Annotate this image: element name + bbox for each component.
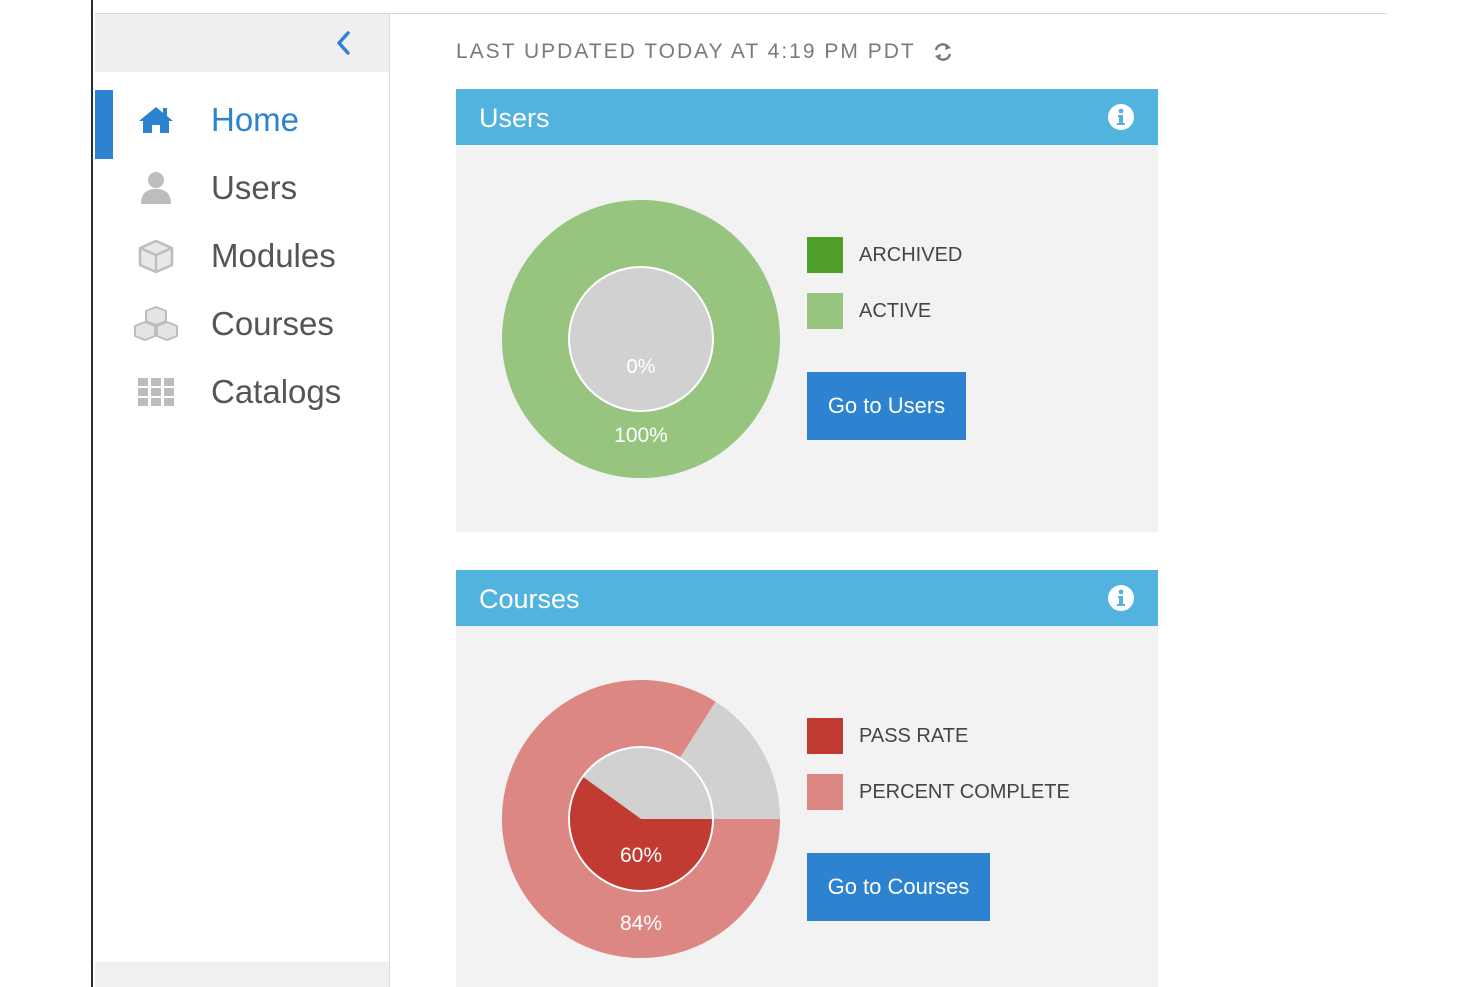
last-updated-text: LAST UPDATED TODAY AT 4:19 PM PDT <box>456 40 916 63</box>
legend-item-pass-rate: PASS RATE <box>807 718 968 754</box>
legend-item-percent-complete: PERCENT COMPLETE <box>807 774 1070 810</box>
go-to-courses-button[interactable]: Go to Courses <box>807 853 990 921</box>
legend-swatch <box>807 237 843 273</box>
sidebar-item-label: Users <box>211 169 298 206</box>
last-updated: LAST UPDATED TODAY AT 4:19 PM PDT <box>456 40 954 64</box>
info-icon[interactable] <box>1107 584 1135 612</box>
sidebar-item-modules[interactable]: Modules <box>95 226 389 286</box>
sidebar-item-label: Modules <box>211 237 336 274</box>
top-divider <box>95 13 1387 14</box>
user-icon <box>131 170 181 206</box>
legend-item-active: ACTIVE <box>807 293 931 329</box>
inner-ring-remainder <box>570 268 712 410</box>
home-icon <box>131 102 181 138</box>
courses-card: Courses 60% 84% PASS RATE PERCENT COMPLET… <box>456 570 1158 987</box>
card-header: Courses <box>456 570 1158 626</box>
cubes-icon <box>131 306 181 342</box>
outer-percent-label: 84% <box>620 912 662 935</box>
inner-percent-label: 0% <box>627 356 656 378</box>
sidebar-item-label: Courses <box>211 305 334 342</box>
legend-label: PERCENT COMPLETE <box>859 780 1070 803</box>
sidebar-footer <box>95 962 389 987</box>
users-card: Users 0% 100% ARCHIVED ACTIVE Go to Users <box>456 89 1158 532</box>
refresh-icon[interactable] <box>932 41 954 63</box>
sidebar-header <box>95 14 389 72</box>
legend-label: PASS RATE <box>859 724 969 747</box>
sidebar-item-label: Catalogs <box>211 373 342 410</box>
card-title: Users <box>479 103 550 133</box>
legend-swatch <box>807 293 843 329</box>
sidebar-item-home[interactable]: Home <box>95 90 389 159</box>
sidebar-item-catalogs[interactable]: Catalogs <box>95 362 389 422</box>
legend-item-archived: ARCHIVED <box>807 237 962 273</box>
sidebar-item-label: Home <box>211 101 300 138</box>
inner-percent-label: 60% <box>620 844 662 867</box>
sidebar-item-users[interactable]: Users <box>95 158 389 218</box>
card-title: Courses <box>479 584 580 614</box>
legend-label: ACTIVE <box>859 299 932 322</box>
legend-swatch <box>807 774 843 810</box>
window-edge <box>0 0 93 987</box>
sidebar-nav: Home Users Modules <box>95 72 389 962</box>
outer-percent-label: 100% <box>614 424 668 447</box>
info-icon[interactable] <box>1107 103 1135 131</box>
legend-label: ARCHIVED <box>859 243 963 266</box>
sidebar: Home Users Modules <box>95 14 390 987</box>
chevron-left-icon[interactable] <box>331 28 357 58</box>
inner-ring-value <box>570 777 712 890</box>
cube-icon <box>131 238 181 274</box>
go-to-users-button[interactable]: Go to Users <box>807 372 966 440</box>
users-donut-chart: 0% 100% <box>502 200 780 478</box>
courses-donut-chart: 60% 84% <box>502 680 780 958</box>
card-header: Users <box>456 89 1158 145</box>
sidebar-item-courses[interactable]: Courses <box>95 294 389 354</box>
active-indicator <box>95 90 113 159</box>
grid-icon <box>131 374 181 410</box>
legend-swatch <box>807 718 843 754</box>
